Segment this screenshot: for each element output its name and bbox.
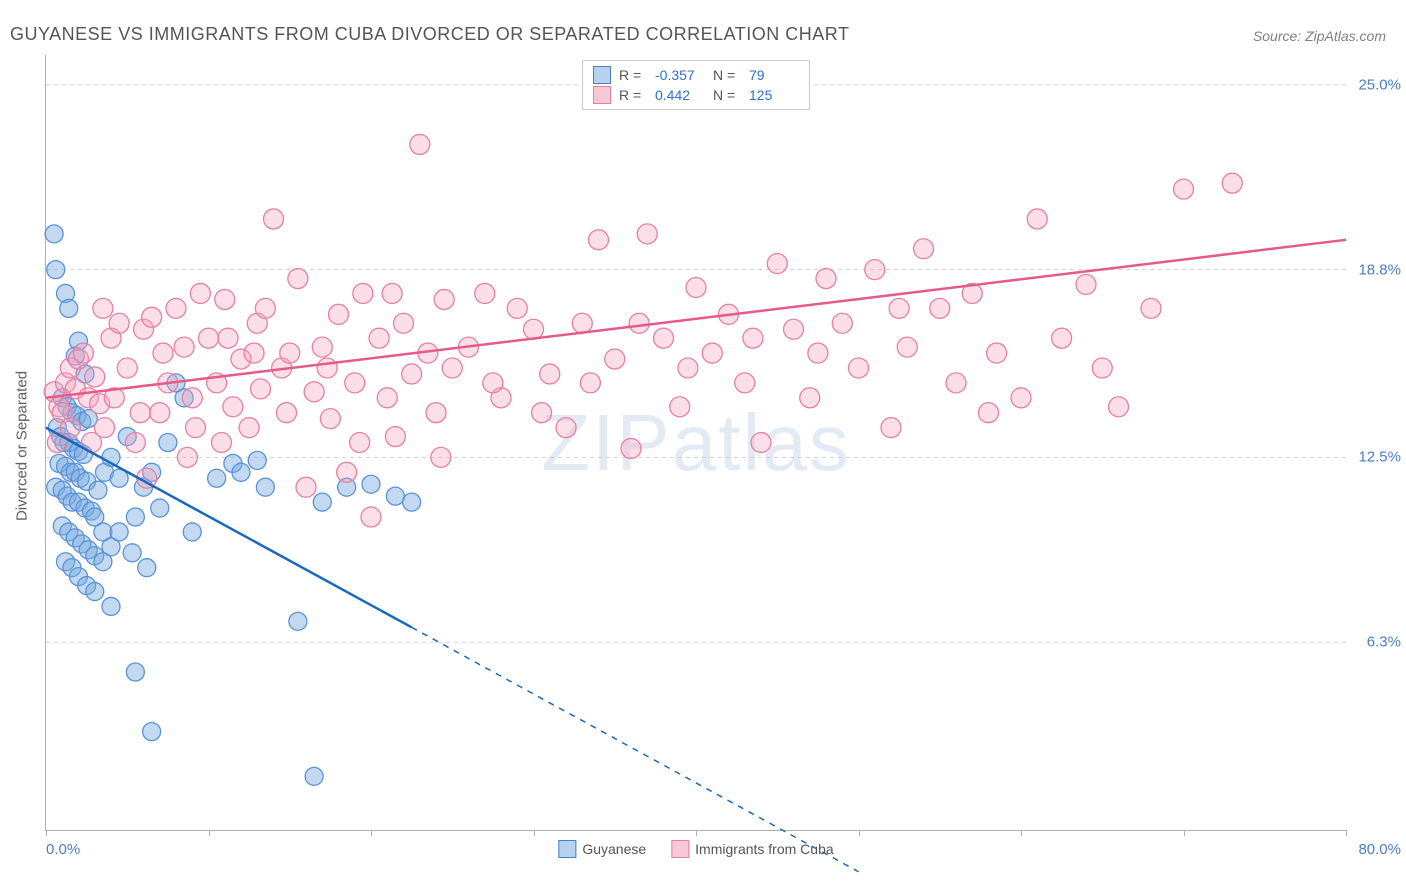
legend-swatch (671, 840, 689, 858)
legend-r-value: 0.442 (655, 87, 705, 103)
legend-label: Guyanese (582, 841, 646, 857)
x-tick (534, 830, 535, 836)
legend-n-label: N = (713, 67, 741, 83)
y-tick-label: 18.8% (1358, 261, 1401, 278)
x-tick (371, 830, 372, 836)
legend-label: Immigrants from Cuba (695, 841, 833, 857)
source-label: Source: ZipAtlas.com (1253, 28, 1386, 44)
legend-n-label: N = (713, 87, 741, 103)
y-tick-label: 12.5% (1358, 449, 1401, 466)
x-tick (209, 830, 210, 836)
y-tick-label: 25.0% (1358, 76, 1401, 93)
x-tick (1021, 830, 1022, 836)
legend-n-value: 79 (749, 67, 799, 83)
legend-r-label: R = (619, 87, 647, 103)
legend-row: R = -0.357 N = 79 (593, 65, 799, 85)
series-legend: Guyanese Immigrants from Cuba (558, 840, 833, 858)
chart-plot-area: ZIPatlas R =-0.357N =79R =0.442N =125 Gu… (45, 55, 1346, 831)
legend-swatch (558, 840, 576, 858)
legend-r-value: -0.357 (655, 67, 705, 83)
correlation-legend: R = -0.357 N = 79 R = 0.442 N = 125 (582, 60, 810, 110)
x-origin-label: 0.0% (46, 841, 80, 858)
legend-n-value: 125 (749, 87, 799, 103)
y-axis-title: Divorced or Separated (14, 371, 31, 521)
y-tick-label: 6.3% (1367, 634, 1401, 651)
legend-item: Immigrants from Cuba (671, 840, 833, 858)
legend-swatch (593, 66, 611, 84)
legend-swatch (593, 86, 611, 104)
x-max-label: 80.0% (1358, 841, 1401, 858)
legend-row: R = 0.442 N = 125 (593, 85, 799, 105)
plot-svg (46, 55, 1346, 830)
x-tick (859, 830, 860, 836)
x-tick (696, 830, 697, 836)
legend-item: Guyanese (558, 840, 646, 858)
legend-r-label: R = (619, 67, 647, 83)
x-tick (46, 830, 47, 836)
x-tick (1184, 830, 1185, 836)
x-tick (1346, 830, 1347, 836)
chart-title: GUYANESE VS IMMIGRANTS FROM CUBA DIVORCE… (10, 24, 849, 45)
